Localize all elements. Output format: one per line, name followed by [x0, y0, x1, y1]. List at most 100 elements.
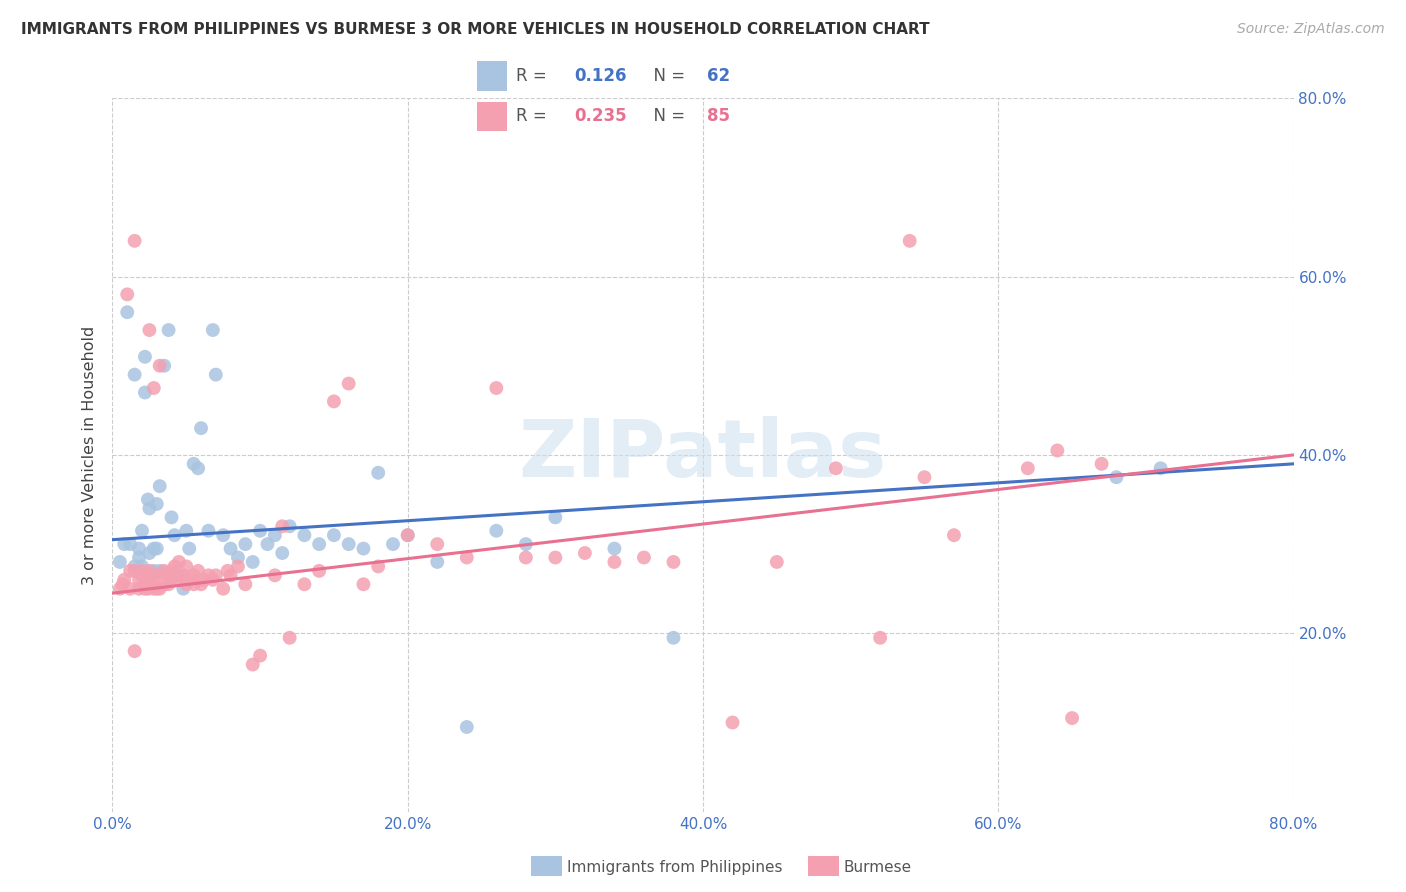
Point	[308, 537, 330, 551]
Point	[515, 537, 537, 551]
Point	[160, 564, 183, 578]
Point	[337, 376, 360, 391]
Point	[146, 582, 169, 596]
Point	[149, 359, 172, 373]
Text: 85: 85	[707, 107, 730, 125]
Point	[396, 528, 419, 542]
Point	[108, 582, 131, 596]
Point	[124, 559, 146, 574]
Point	[190, 421, 212, 435]
Point	[174, 559, 197, 574]
Point	[205, 568, 228, 582]
Point	[249, 648, 271, 663]
Point	[898, 234, 921, 248]
Y-axis label: 3 or more Vehicles in Household: 3 or more Vehicles in Household	[82, 326, 97, 584]
Point	[120, 564, 142, 578]
Point	[124, 368, 146, 382]
Text: Source: ZipAtlas.com: Source: ZipAtlas.com	[1237, 22, 1385, 37]
Point	[128, 550, 150, 565]
Point	[217, 564, 239, 578]
Point	[187, 564, 209, 578]
Point	[120, 582, 142, 596]
Text: N =: N =	[644, 67, 690, 85]
Text: R =: R =	[516, 67, 553, 85]
Point	[205, 368, 228, 382]
Point	[112, 573, 135, 587]
Point	[138, 323, 160, 337]
Point	[271, 519, 294, 533]
Point	[131, 568, 153, 582]
Point	[136, 573, 159, 587]
Text: 0.126: 0.126	[574, 67, 626, 85]
Point	[544, 510, 567, 524]
Point	[131, 524, 153, 538]
Point	[128, 573, 150, 587]
Point	[117, 287, 138, 301]
Point	[1046, 443, 1069, 458]
Point	[167, 555, 190, 569]
Point	[193, 573, 215, 587]
Point	[111, 577, 134, 591]
Point	[167, 568, 190, 582]
Point	[157, 568, 180, 582]
Point	[153, 564, 176, 578]
Point	[256, 537, 278, 551]
Point	[117, 305, 138, 319]
Point	[160, 510, 183, 524]
Point	[337, 537, 360, 551]
Text: 62: 62	[707, 67, 730, 85]
Point	[212, 582, 235, 596]
Point	[219, 541, 242, 556]
Point	[603, 555, 626, 569]
Point	[323, 394, 346, 409]
Point	[134, 582, 156, 596]
FancyBboxPatch shape	[477, 62, 508, 91]
Point	[142, 564, 165, 578]
Point	[149, 479, 172, 493]
Point	[485, 381, 508, 395]
Point	[1017, 461, 1039, 475]
Text: N =: N =	[644, 107, 690, 125]
Point	[146, 568, 169, 582]
Point	[662, 555, 685, 569]
Point	[163, 568, 186, 582]
Point	[242, 555, 264, 569]
Point	[157, 323, 180, 337]
FancyBboxPatch shape	[477, 102, 508, 131]
Point	[197, 568, 219, 582]
Point	[278, 631, 301, 645]
Point	[1150, 461, 1173, 475]
Text: R =: R =	[516, 107, 553, 125]
Text: Burmese: Burmese	[844, 860, 911, 874]
Point	[149, 564, 172, 578]
Point	[367, 559, 389, 574]
Point	[134, 350, 156, 364]
Point	[138, 564, 160, 578]
Point	[124, 644, 146, 658]
Point	[485, 524, 508, 538]
Point	[146, 541, 169, 556]
Text: 0.235: 0.235	[574, 107, 627, 125]
Point	[124, 564, 146, 578]
Point	[1062, 711, 1084, 725]
Point	[603, 541, 626, 556]
Point	[163, 528, 186, 542]
Point	[396, 528, 419, 542]
Point	[187, 461, 209, 475]
Point	[120, 537, 142, 551]
Point	[824, 461, 846, 475]
Point	[167, 573, 190, 587]
Point	[219, 568, 242, 582]
Point	[157, 577, 180, 591]
Point	[201, 573, 224, 587]
Point	[179, 541, 201, 556]
Point	[323, 528, 346, 542]
Point	[633, 550, 655, 565]
Point	[179, 573, 201, 587]
Point	[382, 537, 405, 551]
Point	[574, 546, 596, 560]
Point	[662, 631, 685, 645]
Point	[124, 234, 146, 248]
Point	[131, 559, 153, 574]
Point	[142, 568, 165, 582]
